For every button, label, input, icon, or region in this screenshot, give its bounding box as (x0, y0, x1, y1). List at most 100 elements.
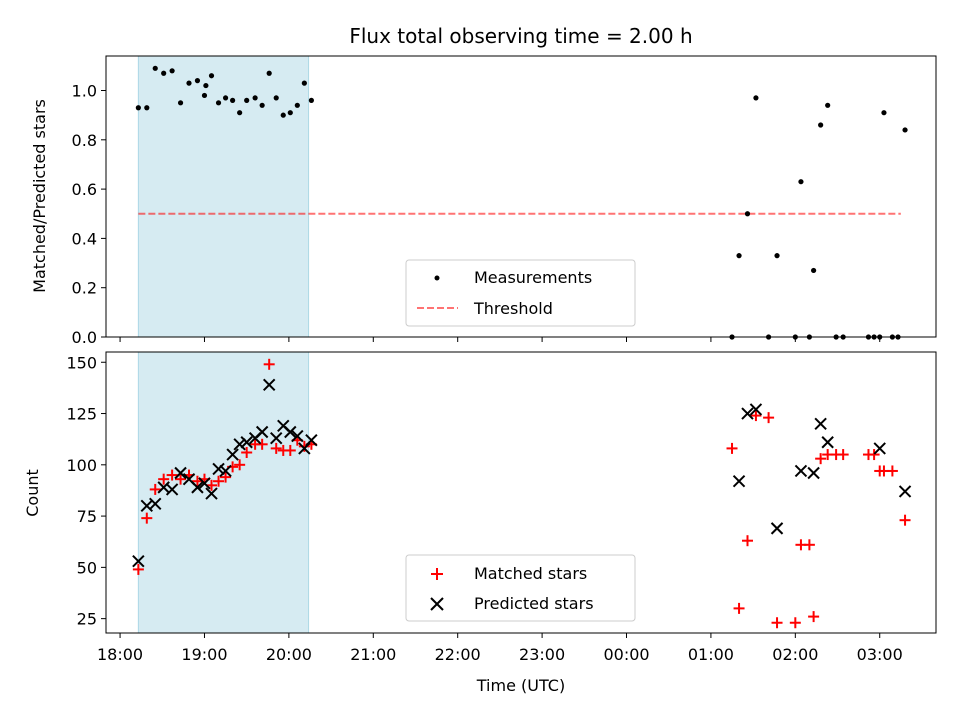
top-shaded-interval (137, 55, 310, 338)
matched-star-point (789, 617, 801, 629)
matched-star-point (175, 473, 187, 485)
y-tick-label: 100 (66, 456, 97, 475)
predicted-star-point (794, 464, 808, 478)
x-tick-label: 02:00 (772, 645, 818, 664)
y-tick-label: 150 (66, 353, 97, 372)
matched-star-point (741, 535, 753, 547)
predicted-star-point (291, 429, 304, 443)
y-tick-label: 75 (77, 507, 97, 526)
bottom-y-axis-label: Count (23, 469, 42, 517)
x-tick-label: 19:00 (181, 645, 227, 664)
matched-star-point (298, 440, 310, 452)
measurement-point (881, 110, 887, 116)
predicted-star-point (898, 485, 912, 498)
count-points (132, 358, 912, 629)
measurement-point (280, 112, 286, 118)
measurement-point (287, 110, 293, 116)
matched-star-point (149, 483, 161, 495)
predicted-star-point (198, 477, 211, 490)
matched-star-point (899, 514, 911, 526)
measurement-point (308, 97, 314, 103)
predicted-star-point (132, 555, 145, 568)
matched-star-point (132, 563, 144, 575)
bottom-panel: 25 50 75 100 125 150 18:00 19:00 20:00 21:00 22:0… (23, 351, 937, 695)
matched-star-point (241, 447, 253, 459)
predicted-star-point (741, 407, 754, 420)
predicted-star-point (149, 497, 162, 510)
measurement-point (215, 100, 222, 106)
measurement-point (135, 105, 141, 111)
x-tick-label: 18:00 (97, 645, 143, 664)
matched-star-point (270, 442, 282, 454)
y-tick-label: 0.4 (72, 229, 97, 248)
top-panel: 0.0 0.2 0.4 0.6 0.8 1.0 Matched/Predicted sta… (30, 55, 937, 347)
matched-star-point (733, 602, 745, 614)
bottom-x-ticks: 18:00 19:00 20:00 21:00 22:00 23:00 00:00 01:00… (97, 633, 903, 664)
legend-predicted-label: Predicted stars (474, 594, 594, 613)
predicted-star-point (873, 442, 886, 455)
measurement-point (177, 100, 184, 106)
matched-star-point (771, 617, 783, 629)
predicted-star-point (205, 487, 218, 500)
bottom-shaded-interval (137, 351, 310, 634)
x-tick-label: 03:00 (857, 645, 903, 664)
x-tick-label: 23:00 (519, 645, 565, 664)
matched-star-point (803, 539, 815, 551)
bottom-legend: Matched stars Predicted stars (405, 554, 636, 622)
predicted-star-point (749, 403, 763, 416)
measurement-point (252, 95, 258, 101)
measurement-point (161, 70, 167, 76)
matched-star-point (256, 438, 268, 450)
x-tick-label: 01:00 (688, 645, 734, 664)
predicted-star-point (732, 475, 746, 488)
matched-star-point (263, 358, 275, 370)
measurement-point (169, 68, 175, 74)
predicted-star-point (212, 462, 225, 476)
measurement-point (744, 211, 751, 217)
measurement-point (811, 267, 817, 274)
matched-star-point (141, 512, 153, 524)
measurement-point (774, 253, 780, 259)
matched-star-point (284, 444, 296, 456)
measurement-points (135, 65, 908, 340)
measurement-point (201, 92, 208, 99)
legend-matched-label: Matched stars (474, 564, 587, 583)
matched-star-point (837, 449, 849, 461)
matched-star-point (886, 465, 898, 477)
y-tick-label: 0.8 (72, 131, 97, 150)
measurement-point (237, 110, 243, 116)
measurement-point (266, 70, 272, 76)
top-y-axis-label: Matched/Predicted stars (30, 99, 49, 293)
bottom-y-ticks: 25 50 75 100 125 150 (66, 353, 106, 629)
x-tick-label: 22:00 (435, 645, 481, 664)
measurement-point (259, 102, 265, 108)
predicted-star-point (807, 466, 820, 480)
measurement-point (144, 105, 150, 111)
y-tick-label: 1.0 (72, 82, 97, 101)
measurement-point (902, 127, 908, 133)
top-axes-frame (105, 55, 937, 338)
measurement-point (186, 80, 192, 86)
matched-star-point (220, 471, 232, 483)
measurement-point (294, 102, 300, 108)
legend-matched-marker (431, 568, 443, 580)
predicted-star-point (284, 425, 297, 439)
predicted-star-point (233, 438, 246, 451)
y-tick-label: 0.0 (72, 328, 97, 347)
x-tick-label: 00:00 (603, 645, 649, 664)
measurement-point (798, 179, 804, 185)
matched-star-point (726, 442, 738, 454)
chart-title: Flux total observing time = 2.00 h (349, 24, 692, 48)
matched-star-point (808, 611, 820, 623)
x-tick-label: 20:00 (266, 645, 312, 664)
predicted-star-point (174, 466, 187, 480)
predicted-star-point (270, 431, 283, 445)
predicted-star-point (219, 464, 232, 478)
measurement-point (825, 102, 831, 108)
y-tick-label: 0.6 (72, 180, 97, 199)
matched-star-point (763, 412, 775, 424)
legend-predicted-marker (430, 597, 444, 611)
predicted-star-point (226, 448, 239, 461)
measurement-point (736, 253, 742, 259)
